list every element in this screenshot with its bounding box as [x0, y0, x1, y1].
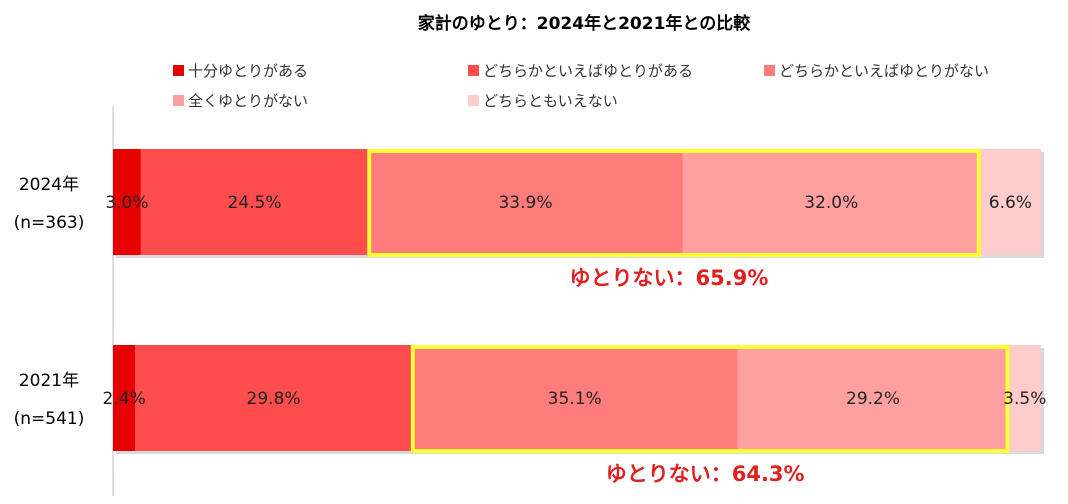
- legend-label: どちらかといえばゆとりがない: [779, 62, 989, 80]
- legend: 十分ゆとりがある どちらかといえばゆとりがある どちらかといえばゆとりがない全くゆと…: [173, 62, 989, 110]
- legend-label: 十分ゆとりがある: [188, 62, 308, 80]
- bar-segment: [135, 345, 412, 451]
- category-labels: 2024年 (n=363) 2021年 (n=541): [14, 175, 85, 429]
- bar-segment: [411, 345, 738, 451]
- value-label: 3.5%: [1003, 389, 1046, 409]
- value-label: 35.1%: [548, 389, 602, 409]
- highlight-boxes: [367, 149, 1010, 453]
- value-label: 29.8%: [247, 389, 301, 409]
- category-label-n: (n=541): [14, 409, 85, 429]
- highlight-annotation: ゆとりない：64.3%: [606, 462, 805, 486]
- category-label-n: (n=363): [14, 213, 85, 233]
- value-label: 33.9%: [498, 193, 552, 213]
- legend-swatch: [173, 65, 184, 76]
- highlight-annotations: ゆとりない：65.9% ゆとりない：64.3%: [570, 266, 805, 486]
- highlight-box: [367, 149, 981, 257]
- value-label: 2.4%: [103, 389, 146, 409]
- legend-label: どちらかといえばゆとりがある: [483, 62, 693, 80]
- value-label: 32.0%: [804, 193, 858, 213]
- value-label: 24.5%: [228, 193, 282, 213]
- bar-segment: [113, 345, 136, 451]
- bar-segment: [682, 149, 980, 255]
- bar-segment: [979, 149, 1041, 255]
- chart-title: 家計のゆとり：2024年と2021年との比較: [418, 13, 751, 34]
- value-label: 29.2%: [846, 389, 900, 409]
- legend-label: どちらともいえない: [483, 92, 618, 110]
- value-labels: 3.0% 24.5% 33.9% 32.0% 6.6% 2.4% 29.8% 35.1% 29.…: [103, 193, 1047, 409]
- legend-swatch: [468, 65, 479, 76]
- bar-segment: [368, 149, 683, 255]
- value-label: 6.6%: [989, 193, 1032, 213]
- legend-swatch: [173, 95, 184, 106]
- category-label-year: 2024年: [19, 175, 79, 195]
- category-label-year: 2021年: [19, 371, 79, 391]
- legend-label: 全くゆとりがない: [188, 92, 308, 110]
- highlight-box: [410, 345, 1010, 453]
- bar-segment: [1008, 345, 1041, 451]
- bar-segment: [140, 149, 369, 255]
- bar-segment: [113, 149, 141, 255]
- bar-segments: [113, 149, 1044, 454]
- legend-swatch: [764, 65, 775, 76]
- legend-swatch: [468, 95, 479, 106]
- value-label: 3.0%: [105, 193, 148, 213]
- bar-segment: [737, 345, 1009, 451]
- highlight-annotation: ゆとりない：65.9%: [570, 266, 769, 290]
